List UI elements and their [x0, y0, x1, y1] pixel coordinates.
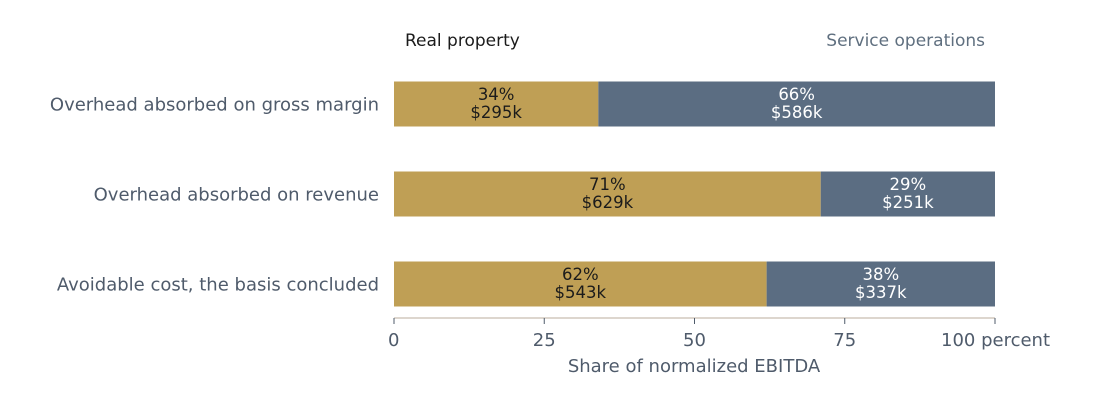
x-tick-label: 100 percent [941, 330, 1050, 351]
bar-amount-label: $295k [470, 103, 522, 122]
bar-segment-real-property [394, 261, 767, 307]
bar-amount-label: $543k [555, 283, 607, 302]
bar-percent-label: 29% [890, 175, 927, 194]
x-tick-label: 75 [833, 330, 856, 351]
bar-amount-label: $251k [882, 193, 934, 212]
bar-segment-service-operations [820, 171, 995, 217]
category-label: Avoidable cost, the basis concluded [57, 275, 379, 296]
bar-percent-label: 66% [778, 85, 815, 104]
x-axis: 0 25 50 75 100 percent Share of normalized EB… [388, 317, 1050, 377]
legend: Real property Service operations [405, 31, 985, 51]
bar-segment-real-property [394, 171, 821, 217]
x-tick-label: 50 [683, 330, 706, 351]
bar-amount-label: $629k [582, 193, 634, 212]
x-axis-title: Share of normalized EBITDA [568, 356, 821, 377]
bar-segment-real-property [394, 81, 599, 127]
x-tick-label: 0 [388, 330, 399, 351]
bar-percent-label: 71% [589, 175, 626, 194]
bars: Overhead absorbed on gross margin 34%$295… [50, 81, 995, 307]
legend-service-operations: Service operations [826, 31, 985, 51]
bar-percent-label: 34% [478, 85, 515, 104]
bar-percent-label: 62% [562, 265, 599, 284]
bar-amount-label: $586k [771, 103, 823, 122]
category-label: Overhead absorbed on gross margin [50, 95, 379, 116]
bar-segment-service-operations [598, 81, 995, 127]
legend-real-property: Real property [405, 31, 520, 51]
bar-percent-label: 38% [862, 265, 899, 284]
category-label: Overhead absorbed on revenue [94, 185, 379, 206]
bar-segment-service-operations [766, 261, 995, 307]
bar-amount-label: $337k [855, 283, 907, 302]
x-tick-label: 25 [533, 330, 556, 351]
